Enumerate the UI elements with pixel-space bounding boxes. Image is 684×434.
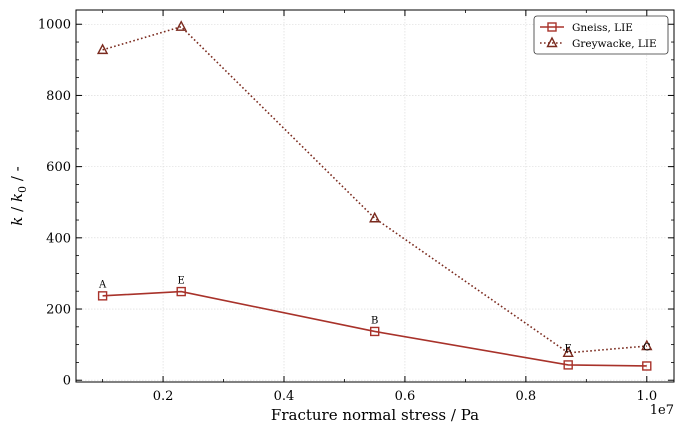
x-axis-label: Fracture normal stress / Pa <box>271 406 479 424</box>
y-axis-label: k / k0 / - <box>8 166 29 225</box>
point-annotation: C <box>643 343 651 354</box>
point-annotation: E <box>565 344 572 355</box>
legend: Gneiss, LIE Greywacke, LIE <box>533 15 669 55</box>
data-point-triangle <box>562 346 574 358</box>
series-greywacke-lie <box>96 20 653 358</box>
data-point-square <box>176 286 186 297</box>
data-point-square <box>547 22 557 32</box>
y-tick-label: 800 <box>46 89 71 104</box>
point-annotation: B <box>371 315 378 326</box>
legend-label: Gneiss, LIE <box>572 22 633 34</box>
y-tick-label: 200 <box>46 303 71 318</box>
y-label-slash: / <box>8 202 26 217</box>
y-label-subscript: 0 <box>16 186 29 193</box>
data-point-triangle <box>369 211 381 223</box>
point-annotation: E <box>178 275 185 286</box>
plot-frame <box>75 9 675 383</box>
annotation-layer: A E B E C <box>98 275 651 354</box>
x-tick-label: 0.2 <box>153 389 174 404</box>
point-annotation: A <box>98 280 107 291</box>
y-label-k0: k <box>8 193 26 202</box>
tick-labels: 0.2 0.4 0.6 0.8 1.0 0 200 400 600 800 1000 <box>38 18 657 404</box>
x-axis-offset-label: 1e7 <box>650 403 674 418</box>
data-point-square <box>369 326 380 337</box>
y-tick-label: 0 <box>63 374 71 389</box>
series-line <box>102 290 647 367</box>
series-gneiss-lie <box>97 286 652 371</box>
y-tick-label: 1000 <box>38 18 71 33</box>
x-tick-label: 0.6 <box>395 389 416 404</box>
y-label-k: k <box>8 217 26 226</box>
data-point-square <box>563 360 573 370</box>
grid-lines <box>76 10 674 382</box>
tick-marks <box>76 10 674 382</box>
y-tick-label: 600 <box>46 160 71 175</box>
data-point-square <box>97 291 108 301</box>
y-tick-label: 400 <box>46 231 71 246</box>
data-point-triangle <box>96 43 109 55</box>
x-tick-label: 1.0 <box>636 389 657 404</box>
x-tick-label: 0.8 <box>516 389 537 404</box>
legend-box <box>533 15 669 55</box>
series-line <box>102 25 647 354</box>
data-point-triangle <box>175 20 187 31</box>
y-label-unit: / - <box>8 166 26 186</box>
legend-label: Greywacke, LIE <box>572 38 657 50</box>
data-point-triangle <box>641 339 653 351</box>
data-point-triangle <box>546 36 558 48</box>
data-point-square <box>642 361 652 371</box>
series-layer <box>96 20 653 371</box>
x-tick-label: 0.4 <box>274 389 295 404</box>
